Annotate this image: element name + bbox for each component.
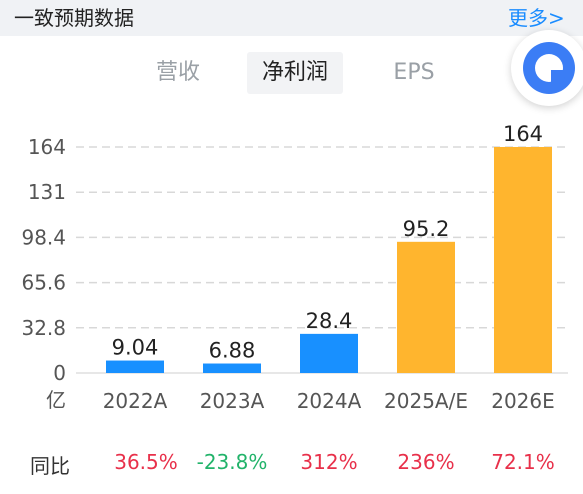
yoy-label: 同比 bbox=[30, 454, 70, 478]
x-tick-label: 2024A bbox=[297, 389, 362, 413]
x-tick-label: 2022A bbox=[103, 389, 168, 413]
bar-value-label: 28.4 bbox=[306, 309, 353, 333]
x-tick-label: 2025A/E bbox=[384, 389, 468, 413]
chat-assistant-button[interactable] bbox=[511, 30, 583, 106]
bar bbox=[397, 241, 455, 373]
yoy-value: 236% bbox=[397, 450, 455, 474]
bar bbox=[494, 147, 552, 373]
metric-tabs: 营收 净利润 EPS bbox=[0, 52, 583, 94]
tab-eps[interactable]: EPS bbox=[393, 60, 435, 85]
y-unit-label: 亿 bbox=[46, 388, 66, 412]
yoy-value: 312% bbox=[300, 450, 358, 474]
net-profit-chart: 0 32.8 65.6 98.4 131 164 亿 9.04 2022A 6.88 2023A 28… bbox=[21, 122, 568, 413]
bar bbox=[203, 363, 261, 373]
tab-revenue[interactable]: 营收 bbox=[155, 60, 200, 85]
yoy-value: 72.1% bbox=[491, 450, 555, 474]
yoy-value: 36.5% bbox=[114, 450, 178, 474]
bar-value-label: 9.04 bbox=[112, 336, 159, 360]
y-tick-label: 98.4 bbox=[21, 225, 66, 249]
y-tick-label: 65.6 bbox=[21, 271, 66, 295]
section-title: 一致预期数据 bbox=[14, 6, 134, 30]
x-tick-label: 2023A bbox=[200, 389, 265, 413]
tab-net-profit[interactable]: 净利润 bbox=[247, 52, 343, 94]
yoy-value: -23.8% bbox=[196, 450, 268, 474]
y-tick-label: 32.8 bbox=[21, 316, 66, 340]
bar bbox=[106, 360, 164, 373]
more-link[interactable]: 更多> bbox=[508, 6, 565, 30]
bar-value-label: 6.88 bbox=[209, 339, 256, 363]
y-tick-label: 164 bbox=[28, 135, 66, 159]
bar bbox=[300, 333, 358, 373]
x-tick-label: 2026E bbox=[491, 389, 555, 413]
header-bar: 一致预期数据 更多> bbox=[0, 0, 583, 36]
y-tick-label: 131 bbox=[28, 180, 66, 204]
bar-value-label: 95.2 bbox=[403, 217, 450, 241]
bar-value-label: 164 bbox=[503, 122, 543, 146]
y-tick-label: 0 bbox=[53, 361, 66, 385]
